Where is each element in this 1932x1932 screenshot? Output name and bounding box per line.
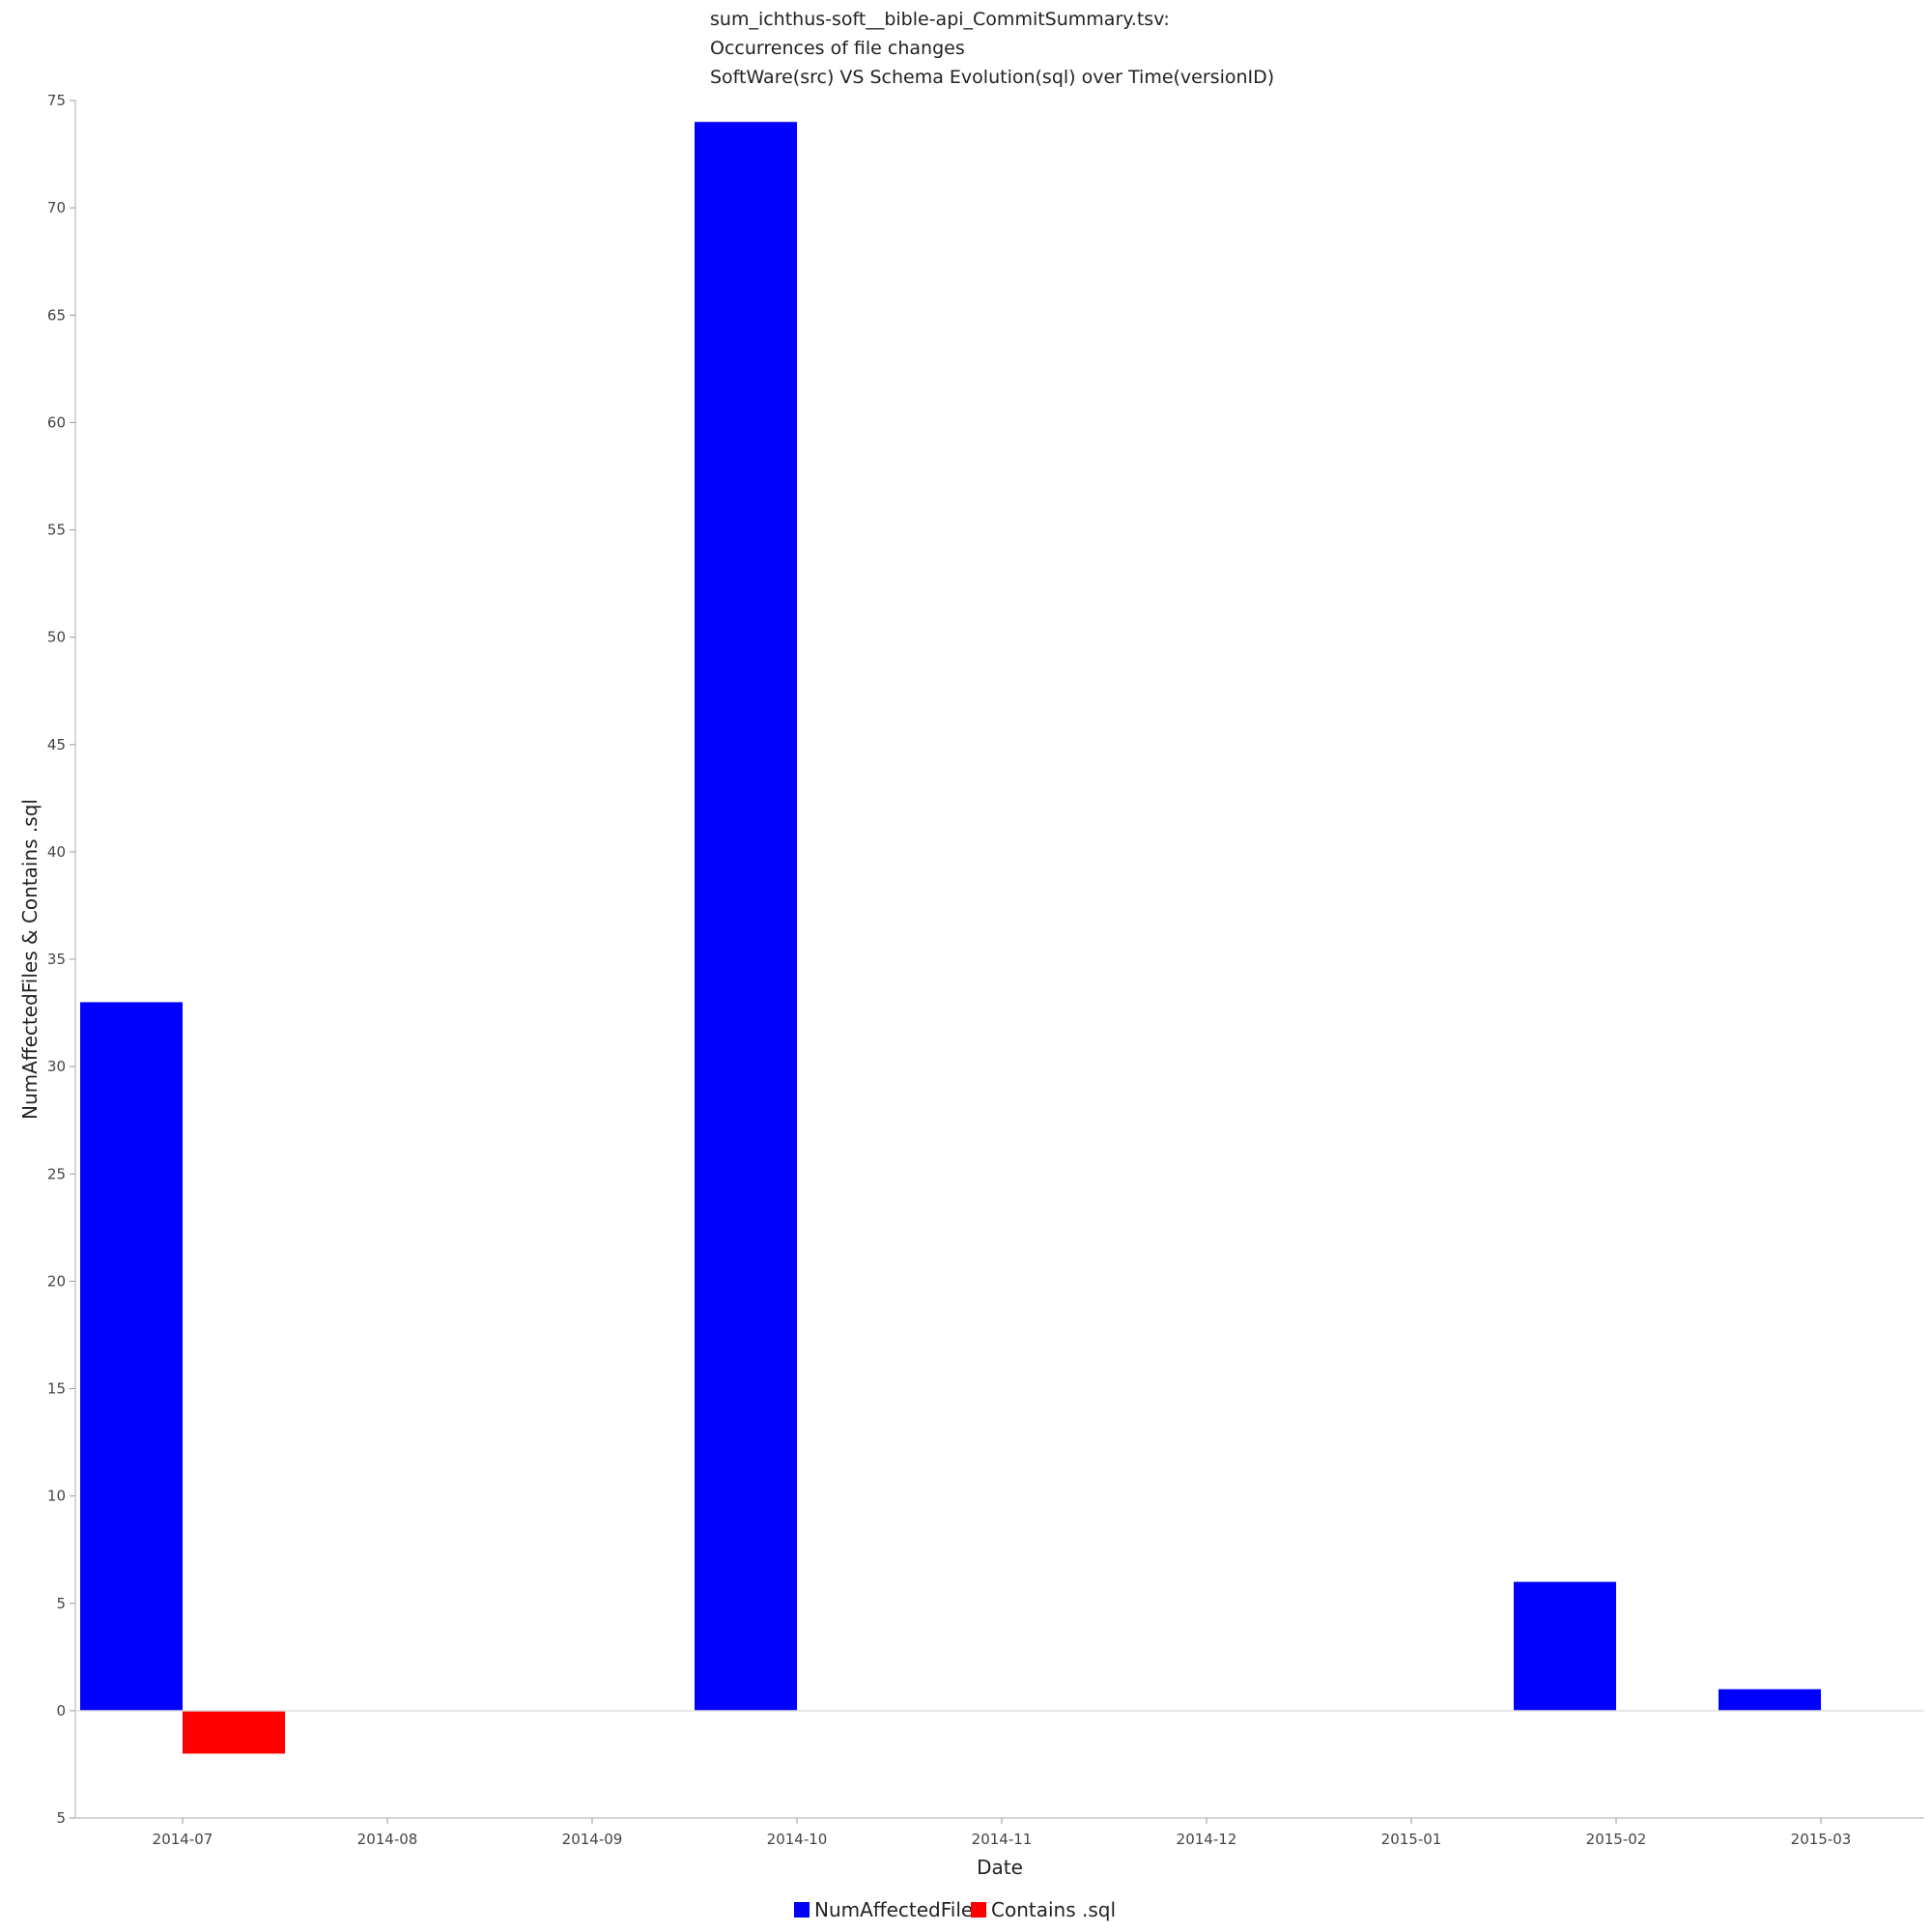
x-tick-label: 2015-01	[1381, 1831, 1442, 1848]
y-tick-label: 5	[56, 1595, 66, 1612]
x-tick-label: 2015-03	[1791, 1831, 1852, 1848]
bar-numaffectedfiles	[695, 122, 797, 1711]
bars-layer	[80, 122, 1821, 1754]
y-tick-label: 50	[47, 629, 66, 646]
y-tick-label: 30	[47, 1058, 66, 1075]
y-axis-title: NumAffectedFiles & Contains .sql	[18, 799, 42, 1120]
legend-label-num-affected-files: NumAffectedFiles	[814, 1898, 983, 1921]
y-tick-label: 5	[56, 1809, 66, 1827]
y-tick-label: 70	[47, 199, 66, 216]
legend-swatch-num-affected-files	[794, 1902, 810, 1918]
y-tick-label: 75	[47, 92, 66, 109]
x-tick-label: 2015-02	[1586, 1831, 1647, 1848]
x-tick-label: 2014-12	[1177, 1831, 1237, 1848]
y-tick-label: 35	[47, 951, 66, 968]
chart-title-line-1: sum_ichthus-soft__bible-api_CommitSummar…	[710, 9, 1170, 30]
y-tick-label: 45	[47, 736, 66, 753]
y-tick-label: 40	[47, 843, 66, 861]
bar-numaffectedfiles	[1514, 1581, 1616, 1711]
x-tick-label: 2014-07	[153, 1831, 213, 1848]
x-ticks: 2014-07 2014-08 2014-09 2014-10 2014-11 2014-…	[153, 1818, 1852, 1848]
axes	[74, 100, 1924, 1819]
chart-title-line-2: Occurrences of file changes	[710, 38, 965, 59]
x-tick-label: 2014-08	[357, 1831, 418, 1848]
y-tick-label: 60	[47, 413, 66, 431]
chart-title: sum_ichthus-soft__bible-api_CommitSummar…	[710, 9, 1274, 88]
legend-label-contains-sql: Contains .sql	[991, 1898, 1116, 1921]
bar-contains-sql	[183, 1710, 285, 1754]
x-axis-title: Date	[977, 1856, 1023, 1879]
x-tick-label: 2014-10	[767, 1831, 828, 1848]
y-tick-label: 20	[47, 1272, 66, 1290]
y-tick-label: 25	[47, 1165, 66, 1182]
y-tick-label: 15	[47, 1380, 66, 1398]
x-tick-label: 2014-11	[972, 1831, 1033, 1848]
bar-numaffectedfiles	[1719, 1689, 1821, 1711]
y-tick-label: 0	[56, 1702, 66, 1719]
chart-title-line-3: SoftWare(src) VS Schema Evolution(sql) o…	[710, 67, 1274, 88]
y-tick-label: 65	[47, 306, 66, 324]
y-tick-label: 10	[47, 1488, 66, 1505]
bar-numaffectedfiles	[80, 1002, 183, 1711]
x-tick-label: 2014-09	[562, 1831, 623, 1848]
legend-swatch-contains-sql	[971, 1902, 986, 1918]
legend: NumAffectedFiles Contains .sql	[794, 1898, 1116, 1921]
y-tick-label: 55	[47, 522, 66, 539]
